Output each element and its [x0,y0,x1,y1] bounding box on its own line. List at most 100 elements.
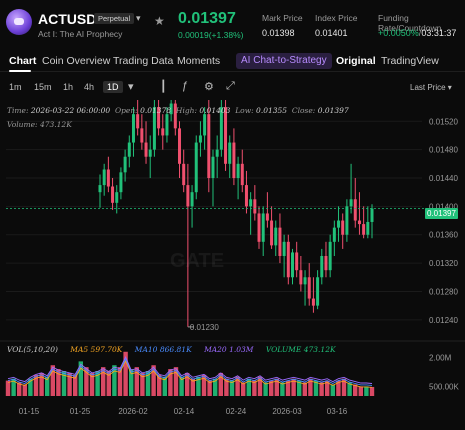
candle-body [324,256,328,271]
candle-body [102,169,106,186]
interval-4h[interactable]: 4h [84,82,95,92]
price-tick-label: 0.01480 [429,146,458,155]
watermark-logo: GATE [170,250,225,272]
fullscreen-icon[interactable]: ⤢ [226,80,235,92]
tab-chart[interactable]: Chart [9,55,37,67]
candle-body [270,220,274,246]
volume-bar [196,376,201,396]
candle-body [190,192,194,207]
indicators-icon[interactable]: ƒ [182,80,189,92]
interval-1h[interactable]: 1h [63,82,74,92]
price-tick-label: 0.01240 [429,316,458,325]
candle-body [265,213,269,221]
tab-coin-overview[interactable]: Coin Overview [42,55,111,67]
volume-bar [369,386,375,396]
tab-ai-chat-to-strategy[interactable]: AI Chat-to-Strategy [236,53,332,69]
candle-body [119,172,123,193]
candle-body [253,199,257,214]
volume-bar [117,367,123,396]
time-value: 2026-03-22 06:00:00 [30,106,111,115]
candle-body [115,192,119,203]
volume-bar [313,380,319,396]
candle-body [244,185,248,207]
mark-price-label: Mark Price [262,13,303,23]
volume-bar [207,380,212,396]
tab-moments[interactable]: Moments [177,55,221,67]
volume-bar [263,382,268,396]
candle-body [337,220,341,228]
volume-bar [347,382,352,396]
high-label: High: [175,106,198,115]
high-value: 0.01403 [199,106,231,115]
volume-bar [33,374,39,396]
candle-body [295,252,299,271]
volume-bar [241,382,246,396]
funding-rate-label: Funding Rate/Countdown [378,13,442,33]
candle-body [123,156,127,173]
current-price-tag: 0.01397 [425,208,458,219]
low-value: 0.01355 [256,106,288,115]
symbol-name[interactable]: ACTUSDT [38,11,105,27]
price-change: 0.00019(+1.38%) [178,30,244,40]
volume-bar [364,386,369,396]
volume-bar [229,380,235,396]
active-tab-indicator [9,70,31,72]
chevron-down-icon[interactable]: ▾ [136,13,141,23]
candle-body [249,199,253,207]
candle-type-icon[interactable]: ┃ [160,81,167,93]
volume-ma-line [7,356,373,384]
candle-body [211,156,215,178]
volume-bar [78,361,83,396]
candle-body [332,227,336,242]
candle-body [357,220,361,225]
price-tick-label: 0.01360 [429,231,458,240]
favorite-star-icon[interactable]: ★ [154,14,165,28]
volume-bar [218,372,223,396]
time-tick-label: 02-24 [226,407,247,416]
chevron-down-icon[interactable]: ▾ [128,81,134,93]
tab-trading-data[interactable]: Trading Data [113,55,174,67]
index-price-value: 0.01401 [315,28,348,38]
coin-fullname: Act I: The AI Prophecy [38,29,123,39]
interval-15m[interactable]: 15m [34,82,52,92]
volume-bar [302,382,307,396]
volume-tick-label: 500.00K [429,382,459,391]
low-label: Low: [235,106,254,115]
candle-body [173,103,177,129]
time-tick-label: 2026-03 [272,407,302,416]
interval-1d[interactable]: 1D [103,81,123,93]
funding-separator: / [418,28,422,38]
volume-bar [269,380,274,396]
candlestick-chart[interactable]: 0.01520 0.01480 0.01440 0.01400 0.01360 0.013… [0,98,465,430]
candle-body [131,114,135,143]
volume-bar [134,367,139,396]
interval-1m[interactable]: 1m [9,82,22,92]
candle-body [353,199,357,221]
low-marker-label: 0.01230 [190,323,219,332]
volume-bar [274,378,279,396]
volume-bar [185,372,190,396]
tab-original[interactable]: Original [336,55,376,67]
volume-bar [190,378,195,396]
price-axis: 0.01520 0.01480 0.01440 0.01400 0.01360 0.013… [429,117,459,391]
candle-body [286,241,290,278]
settings-gear-icon[interactable]: ⚙ [204,81,214,93]
candle-body [169,103,173,115]
price-tick-label: 0.01400 [429,202,458,211]
candle-body [240,163,244,186]
volume-bar [280,382,285,396]
volume-bar [67,372,72,396]
candle-body [362,224,366,235]
candle-body [303,277,307,285]
candle-body [182,163,186,186]
candle-body [349,199,353,207]
candle-body [311,298,315,306]
candle-body [111,186,115,203]
volume-value: 473.12K [39,120,72,129]
last-price-dropdown[interactable]: Last Price ▾ [410,83,452,92]
tab-tradingview[interactable]: TradingView [381,55,439,67]
candle-body [366,221,370,235]
open-value: 0.01378 [140,106,172,115]
volume-bar [252,380,257,396]
interval-toolbar: 1m 15m 1h 4h 1D ▾ ┃ ƒ ⚙ ⤢ Last Price ▾ [0,76,465,98]
